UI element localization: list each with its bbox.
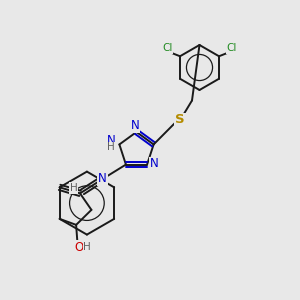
Text: N: N <box>98 172 107 185</box>
Text: S: S <box>175 113 185 127</box>
Text: H: H <box>70 183 77 193</box>
Text: N: N <box>150 158 159 170</box>
Text: H: H <box>107 142 115 152</box>
Text: Cl: Cl <box>162 44 172 53</box>
Text: O: O <box>74 241 84 254</box>
Text: N: N <box>106 134 116 147</box>
Text: Cl: Cl <box>226 44 237 53</box>
Text: N: N <box>130 119 140 132</box>
Text: H: H <box>83 242 91 252</box>
